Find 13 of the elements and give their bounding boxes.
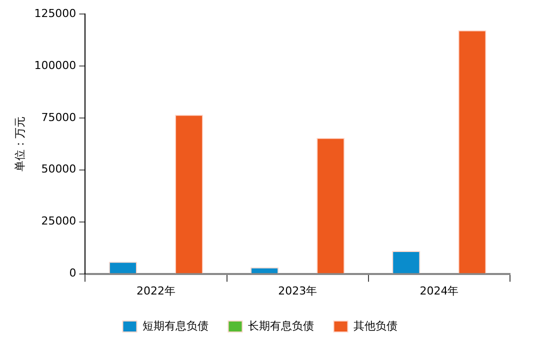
y-tick-label: 100000: [34, 58, 76, 72]
legend-label: 短期有息负债: [142, 319, 208, 332]
legend-label: 其他负债: [353, 319, 398, 332]
x-tick-label: 2022年: [136, 284, 176, 298]
y-tick-label: 75000: [41, 110, 76, 124]
y-tick-label: 50000: [41, 162, 76, 176]
y-tick-label: 125000: [34, 6, 76, 20]
y-tick-label: 0: [69, 266, 76, 280]
legend-label: 长期有息负债: [248, 319, 314, 332]
x-tick-label: 2023年: [278, 284, 318, 298]
y-axis-title: 单位：万元: [13, 116, 26, 172]
x-tick-label: 2024年: [420, 284, 459, 298]
y-tick-label: 25000: [41, 214, 76, 228]
